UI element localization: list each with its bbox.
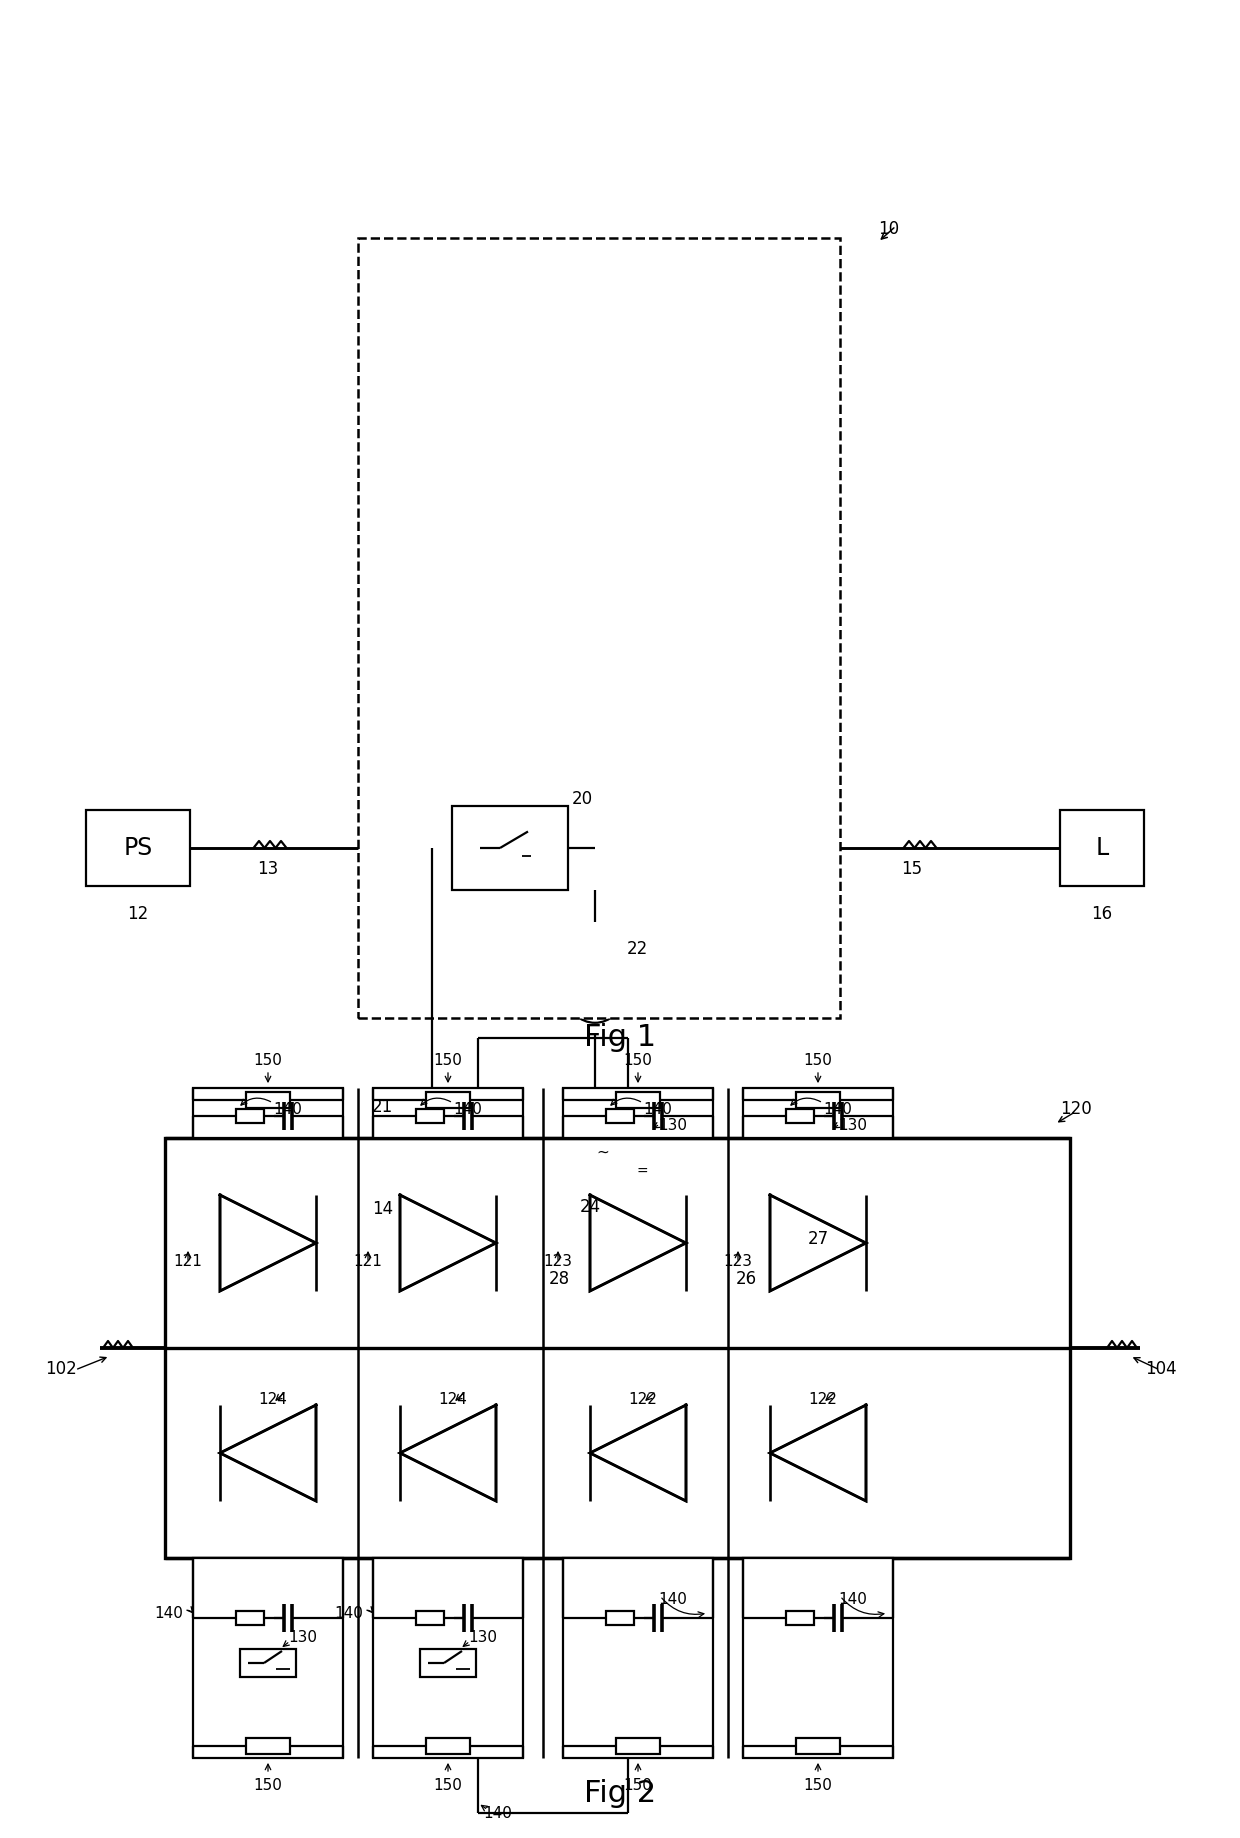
Text: 104: 104 xyxy=(1145,1360,1177,1378)
Text: 140: 140 xyxy=(658,1592,687,1608)
Text: 27: 27 xyxy=(808,1230,830,1248)
Bar xyxy=(241,1649,296,1676)
Bar xyxy=(616,1739,660,1753)
Bar xyxy=(796,1092,839,1108)
Text: 124: 124 xyxy=(438,1391,467,1406)
Text: 21: 21 xyxy=(372,1097,393,1116)
Text: 121: 121 xyxy=(174,1254,202,1268)
Polygon shape xyxy=(219,1195,316,1290)
Bar xyxy=(786,1108,813,1123)
Bar xyxy=(786,1610,813,1625)
Text: 150: 150 xyxy=(253,1777,283,1794)
Text: 20: 20 xyxy=(572,790,593,809)
Text: 150: 150 xyxy=(624,1053,652,1068)
Text: 22: 22 xyxy=(627,939,649,958)
Text: 121: 121 xyxy=(353,1254,382,1268)
Bar xyxy=(193,1559,343,1757)
Text: 15: 15 xyxy=(901,860,923,879)
Polygon shape xyxy=(770,1195,866,1290)
Bar xyxy=(358,237,839,1018)
Polygon shape xyxy=(590,1195,686,1290)
Bar xyxy=(589,1112,681,1204)
Text: 140: 140 xyxy=(823,1103,852,1118)
Text: 150: 150 xyxy=(804,1777,832,1794)
Bar xyxy=(86,811,190,886)
Text: 123: 123 xyxy=(543,1254,572,1268)
Polygon shape xyxy=(770,1404,866,1502)
Text: 26: 26 xyxy=(737,1270,758,1288)
Text: 13: 13 xyxy=(258,860,279,879)
Text: 150: 150 xyxy=(434,1053,463,1068)
Bar xyxy=(606,1108,634,1123)
Text: 150: 150 xyxy=(804,1053,832,1068)
Polygon shape xyxy=(590,1404,686,1502)
Text: 150: 150 xyxy=(253,1053,283,1068)
Text: 14: 14 xyxy=(372,1200,393,1219)
Bar xyxy=(236,1610,264,1625)
Bar xyxy=(453,807,568,890)
Text: 130: 130 xyxy=(288,1630,317,1645)
Bar xyxy=(441,1276,546,1380)
Text: 124: 124 xyxy=(258,1391,286,1406)
Text: 102: 102 xyxy=(45,1360,77,1378)
Text: 140: 140 xyxy=(838,1592,867,1608)
Text: 140: 140 xyxy=(484,1805,512,1820)
Text: Fig 1: Fig 1 xyxy=(584,1024,656,1053)
Polygon shape xyxy=(401,1404,496,1502)
Text: 150: 150 xyxy=(624,1777,652,1794)
Bar xyxy=(1060,811,1145,886)
Bar xyxy=(743,1559,893,1757)
Polygon shape xyxy=(401,1195,496,1290)
Bar xyxy=(606,1610,634,1625)
Text: =: = xyxy=(637,1165,649,1178)
Bar xyxy=(563,1088,713,1138)
Bar xyxy=(384,1248,800,1408)
Text: 140: 140 xyxy=(154,1606,184,1621)
Text: 28: 28 xyxy=(549,1270,570,1288)
Text: 130: 130 xyxy=(658,1118,687,1132)
Bar xyxy=(616,1092,660,1108)
Bar xyxy=(796,1739,839,1753)
Bar xyxy=(236,1108,264,1123)
Text: 140: 140 xyxy=(334,1606,363,1621)
Bar xyxy=(415,1108,444,1123)
Bar xyxy=(396,1121,467,1195)
Bar xyxy=(373,1559,523,1757)
Bar xyxy=(427,1092,470,1108)
Bar xyxy=(420,1649,476,1676)
Bar xyxy=(165,1138,1070,1559)
Text: 140: 140 xyxy=(453,1103,482,1118)
Polygon shape xyxy=(219,1404,316,1502)
Text: Fig 2: Fig 2 xyxy=(584,1779,656,1807)
Bar xyxy=(246,1092,290,1108)
Text: 123: 123 xyxy=(723,1254,751,1268)
Bar xyxy=(563,1559,713,1757)
Text: 122: 122 xyxy=(627,1391,657,1406)
Text: 140: 140 xyxy=(644,1103,672,1118)
Text: 130: 130 xyxy=(467,1630,497,1645)
Text: 120: 120 xyxy=(1060,1099,1091,1118)
Bar xyxy=(627,1276,732,1380)
Text: PS: PS xyxy=(123,836,153,860)
Bar xyxy=(415,1610,444,1625)
Text: 24: 24 xyxy=(580,1198,601,1217)
Text: L: L xyxy=(1095,836,1109,860)
Text: 130: 130 xyxy=(838,1118,867,1132)
Text: 150: 150 xyxy=(434,1777,463,1794)
Bar xyxy=(743,1088,893,1138)
Bar xyxy=(246,1739,290,1753)
Bar xyxy=(193,1088,343,1138)
Text: 122: 122 xyxy=(808,1391,837,1406)
Text: ~: ~ xyxy=(596,1145,609,1160)
Text: 140: 140 xyxy=(273,1103,301,1118)
Bar xyxy=(373,1088,523,1138)
Text: 12: 12 xyxy=(128,904,149,923)
Text: 16: 16 xyxy=(1091,904,1112,923)
Bar xyxy=(427,1739,470,1753)
Text: 10: 10 xyxy=(878,221,899,237)
